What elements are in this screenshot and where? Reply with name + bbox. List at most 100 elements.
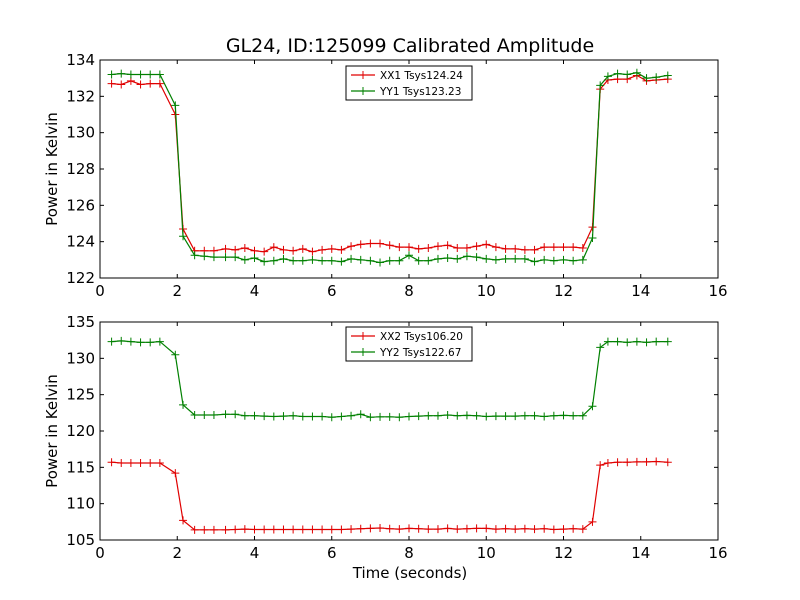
data-point-marker <box>603 458 612 467</box>
data-point-marker <box>279 525 288 534</box>
data-point-marker <box>632 337 641 346</box>
data-point-marker <box>356 240 365 249</box>
x-tick-label: 6 <box>327 282 337 300</box>
data-point-marker <box>424 256 433 265</box>
data-point-marker <box>146 458 155 467</box>
data-point-marker <box>269 412 278 421</box>
data-point-marker <box>260 247 269 256</box>
data-point-marker <box>424 244 433 253</box>
data-point-marker <box>663 71 672 80</box>
data-point-marker <box>569 411 578 420</box>
data-point-marker <box>453 244 462 253</box>
data-point-marker <box>385 241 394 250</box>
data-point-marker <box>179 400 188 409</box>
data-point-marker <box>511 244 520 253</box>
data-point-marker <box>260 412 269 421</box>
data-point-marker <box>405 412 413 421</box>
data-point-marker <box>405 524 413 533</box>
data-point-marker <box>289 411 298 420</box>
data-point-marker <box>549 525 558 534</box>
data-point-marker <box>298 244 307 253</box>
y-tick-label: 130 <box>66 124 95 142</box>
data-point-marker <box>559 411 568 420</box>
data-point-marker <box>578 244 587 253</box>
data-point-marker <box>179 232 188 241</box>
data-point-marker <box>376 258 385 267</box>
data-point-marker <box>136 70 145 79</box>
data-point-marker <box>146 70 155 79</box>
x-tick-label: 10 <box>477 544 496 562</box>
data-point-marker <box>318 256 327 265</box>
data-point-marker <box>462 244 471 253</box>
data-point-marker <box>603 337 612 346</box>
data-point-marker <box>623 458 632 467</box>
data-point-marker <box>443 411 452 420</box>
data-point-marker <box>327 525 336 534</box>
data-point-marker <box>200 411 209 420</box>
data-point-marker <box>603 72 612 81</box>
data-point-marker <box>136 458 145 467</box>
data-point-marker <box>520 254 529 263</box>
data-point-marker <box>190 525 199 534</box>
data-point-marker <box>269 256 278 265</box>
data-point-marker <box>652 457 661 466</box>
data-point-marker <box>482 412 491 421</box>
data-point-marker <box>569 256 578 265</box>
data-point-marker <box>642 457 651 466</box>
data-point-marker <box>443 241 452 250</box>
data-point-marker <box>482 240 491 249</box>
data-point-marker <box>520 411 529 420</box>
data-point-marker <box>347 411 356 420</box>
data-point-marker <box>559 525 568 534</box>
data-point-marker <box>171 469 180 478</box>
data-point-marker <box>462 524 471 533</box>
legend-box <box>345 65 473 101</box>
data-point-marker <box>209 525 218 534</box>
data-point-marker <box>588 234 597 243</box>
x-tick-label: 12 <box>554 544 573 562</box>
series-line-xx2 <box>111 460 668 531</box>
data-point-marker <box>663 337 672 346</box>
legend-label: XX1 Tsys124.24 <box>380 70 463 82</box>
data-point-marker <box>433 254 442 263</box>
data-point-marker <box>200 252 209 261</box>
y-axis-label: Power in Kelvin <box>43 112 61 226</box>
data-point-marker <box>209 411 218 420</box>
data-point-marker <box>569 524 578 533</box>
data-point-marker <box>190 251 199 260</box>
legend: XX1 Tsys124.24 YY1 Tsys123.23 <box>345 65 473 101</box>
data-point-marker <box>596 81 605 90</box>
y-tick-label: 125 <box>66 386 95 404</box>
data-point-marker <box>385 412 394 421</box>
data-point-marker <box>250 525 259 534</box>
data-point-marker <box>136 338 145 347</box>
data-point-marker <box>337 525 346 534</box>
data-point-marker <box>491 525 500 534</box>
x-tick-label: 0 <box>95 282 105 300</box>
data-point-marker <box>433 525 442 534</box>
legend-box <box>345 326 473 362</box>
data-point-marker <box>209 253 218 262</box>
data-point-marker <box>491 243 500 252</box>
data-point-marker <box>559 255 568 264</box>
data-point-marker <box>231 245 240 254</box>
x-tick-label: 14 <box>631 544 650 562</box>
legend-marker <box>359 348 367 356</box>
data-point-marker <box>596 343 605 352</box>
data-point-marker <box>366 239 375 248</box>
legend-label: YY1 Tsys123.23 <box>379 86 461 98</box>
data-point-marker <box>414 256 423 265</box>
data-point-marker <box>632 457 641 466</box>
data-point-marker <box>376 524 385 533</box>
data-point-marker <box>405 243 413 252</box>
y-tick-label: 128 <box>66 160 95 178</box>
legend: XX2 Tsys106.20 YY2 Tsys122.67 <box>345 326 473 362</box>
data-point-marker <box>462 411 471 420</box>
bottom-panel-xx2-yy2: 0 2 4 6 8 10 12 14 16 105 110 115 120 125 130 135 Power … <box>43 313 728 562</box>
data-point-marker <box>231 410 240 419</box>
data-point-marker <box>117 80 126 89</box>
data-point-marker <box>318 412 327 421</box>
data-point-marker <box>107 79 116 88</box>
x-tick-label: 12 <box>554 282 573 300</box>
data-point-marker <box>642 338 651 347</box>
